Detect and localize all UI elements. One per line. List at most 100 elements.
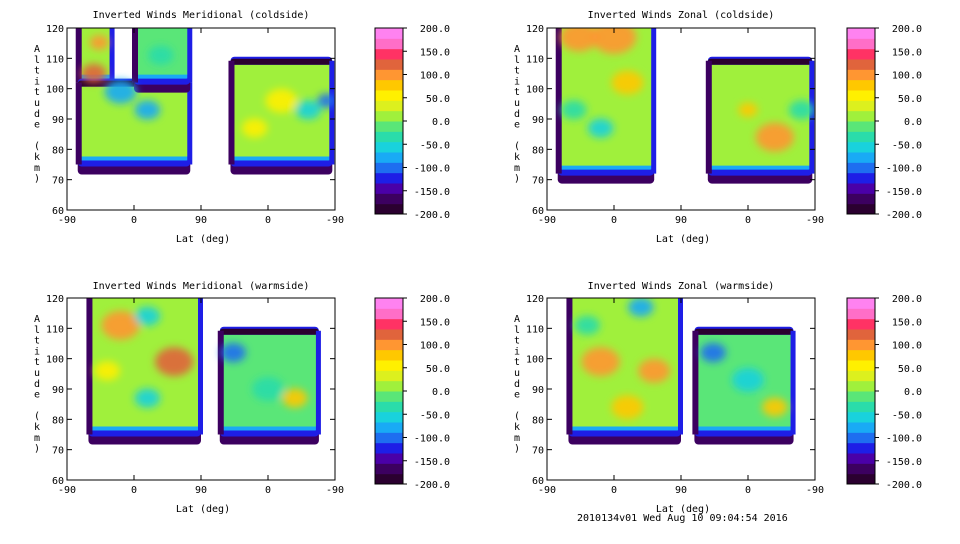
field-edge (692, 330, 699, 435)
colorbar-swatch (847, 203, 875, 215)
y-axis-label-char: u (34, 98, 40, 109)
colorbar-tick-label: -100.0 (886, 164, 922, 175)
field-blob (755, 122, 794, 152)
colorbar-swatch (375, 69, 403, 81)
y-axis-label-char: A (34, 314, 40, 325)
colorbar-swatch (847, 463, 875, 475)
colorbar-swatch (375, 110, 403, 122)
colorbar-tick-label: 50.0 (898, 94, 922, 105)
x-tick-label: -90 (806, 215, 824, 226)
field-blob (762, 397, 788, 417)
colorbar-tick-label: 200.0 (420, 294, 450, 305)
colorbar-swatch (375, 172, 403, 184)
x-tick-label: 0 (131, 485, 137, 496)
field-blob (155, 347, 194, 377)
field-blob (738, 102, 758, 118)
colorbar: 200.0 150.0 100.0 50.0 0.0 -50.0 -100.0 -150.0 -… (374, 24, 450, 221)
y-axis-label-char: t (34, 87, 40, 98)
y-axis-label-char: i (514, 346, 520, 357)
field-edge (198, 298, 203, 435)
field-blob (134, 306, 161, 326)
colorbar-swatch (847, 329, 875, 340)
colorbar-swatch (375, 473, 403, 485)
colorbar-swatch (847, 298, 875, 309)
y-tick-label: 100 (46, 85, 64, 96)
colorbar-swatch (375, 339, 403, 351)
field-blobs (81, 35, 335, 138)
field-edge (132, 28, 138, 83)
field-blobs (559, 28, 815, 152)
field-blob (89, 35, 109, 50)
colorbar-swatch (847, 100, 875, 112)
colorbar: 200.0 150.0 100.0 50.0 0.0 -50.0 -100.0 -150.0 -… (846, 24, 922, 221)
y-axis-label-char: u (514, 368, 520, 379)
colorbar-tick-label: 150.0 (420, 47, 450, 58)
field-blob (148, 45, 174, 65)
field-edge (651, 28, 657, 174)
x-tick-label: 90 (195, 215, 207, 226)
y-axis-label-char: A (34, 44, 40, 55)
colorbar-swatch (847, 90, 875, 101)
colorbar-swatch (375, 360, 403, 371)
y-axis-label-char: l (34, 55, 40, 66)
field-edge (790, 330, 796, 435)
field-edge (187, 82, 193, 165)
field-1 (75, 28, 335, 175)
field-blob (241, 118, 268, 138)
colorbar-swatch (375, 298, 403, 309)
field-blob (574, 315, 600, 335)
y-axis-label-char: d (34, 109, 40, 120)
y-axis-label-char: m (514, 433, 520, 444)
colorbar-tick-label: -50.0 (420, 140, 450, 151)
y-axis-label-char: l (514, 325, 520, 336)
colorbar-tick-label: 0.0 (904, 387, 922, 398)
colorbar-swatch (375, 318, 403, 330)
colorbar-swatch (375, 442, 403, 454)
colorbar-swatch (375, 370, 403, 382)
colorbar-swatch (375, 203, 403, 215)
y-axis-label-char: ) (34, 444, 40, 455)
colorbar-tick-label: -200.0 (886, 210, 922, 221)
y-axis-label-char: u (514, 98, 520, 109)
field-edge (75, 28, 82, 83)
y-tick-label: 110 (526, 54, 544, 65)
x-tick-label: -90 (326, 485, 344, 496)
colorbar-swatch (375, 100, 403, 112)
y-tick-label: 70 (532, 176, 544, 187)
y-axis-label-char: m (34, 433, 40, 444)
y-axis-label-char: m (34, 163, 40, 174)
x-tick-label: -90 (806, 485, 824, 496)
field-blob (700, 343, 726, 363)
colorbar-tick-label: 200.0 (892, 24, 922, 35)
y-tick-label: 120 (526, 24, 544, 35)
y-axis-label-char: i (514, 76, 520, 87)
colorbar: 200.0 150.0 100.0 50.0 0.0 -50.0 -100.0 -150.0 -… (846, 294, 922, 491)
field-2 (555, 28, 815, 184)
x-tick-label: 0 (611, 485, 617, 496)
colorbar-tick-label: -200.0 (414, 480, 450, 491)
y-axis-label-char: e (514, 390, 520, 401)
colorbar-swatch (375, 28, 403, 39)
field-edge (228, 60, 235, 165)
field-edge (75, 82, 82, 165)
field-blob (591, 28, 637, 54)
y-axis-label-char: ( (514, 411, 520, 422)
y-axis-label-char: A (514, 314, 520, 325)
y-axis-label-char: ( (514, 141, 520, 152)
colorbar-swatch (847, 48, 875, 60)
colorbar-swatch (375, 453, 403, 464)
chart-panel-2: Inverted Winds Zonal (coldside) -90 0 90 0 -9… (514, 10, 922, 245)
colorbar-swatch (847, 28, 875, 39)
colorbar-tick-label: -50.0 (420, 410, 450, 421)
y-axis-label-char: ) (514, 174, 520, 185)
x-tick-label: -90 (326, 215, 344, 226)
y-axis-label-char: k (34, 152, 40, 163)
y-tick-label: 110 (526, 324, 544, 335)
colorbar-swatch (375, 308, 403, 320)
colorbar-swatch (847, 360, 875, 371)
colorbar-swatch (375, 432, 403, 444)
y-axis-label-char: e (34, 390, 40, 401)
colorbar-swatch (847, 391, 875, 402)
y-tick-label: 100 (46, 355, 64, 366)
colorbar-swatch (375, 422, 403, 433)
